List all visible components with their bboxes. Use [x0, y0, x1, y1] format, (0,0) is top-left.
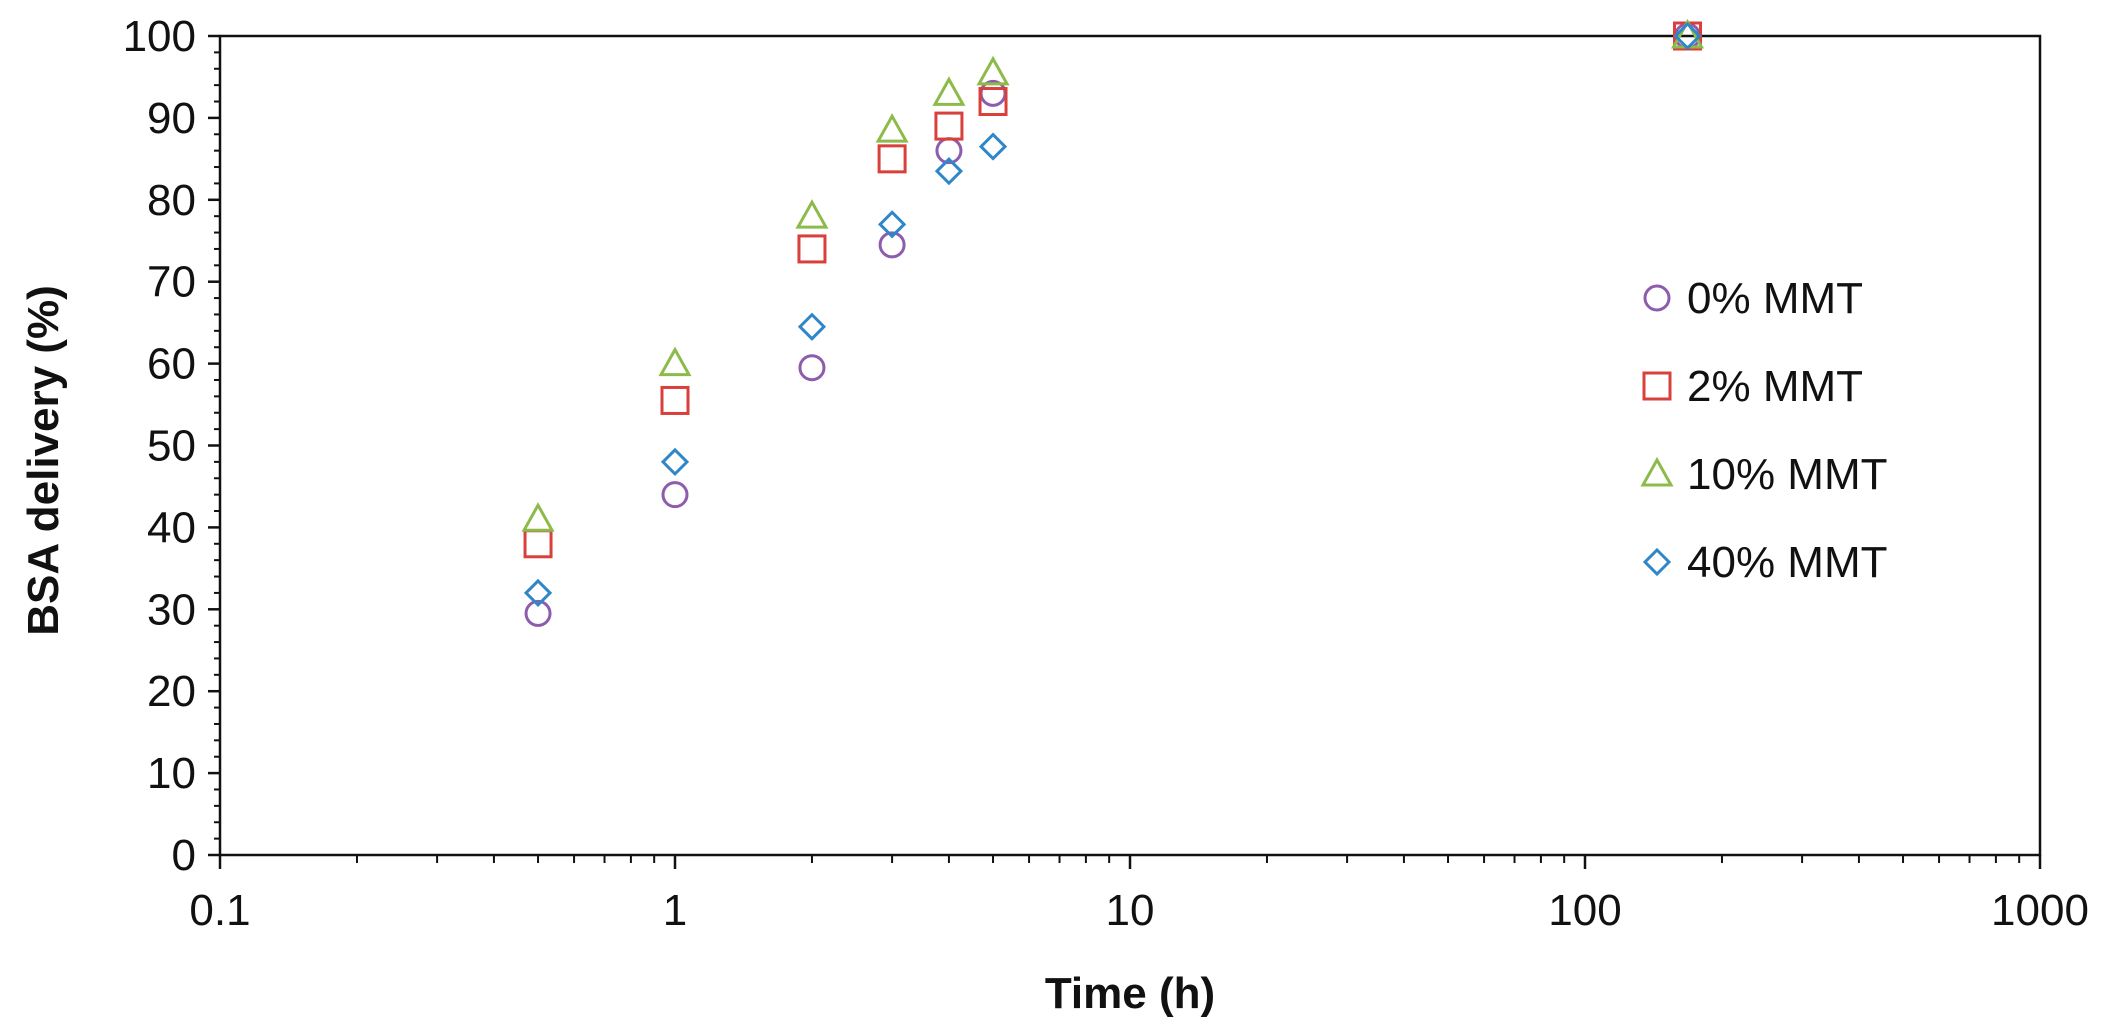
x-tick-label: 1000	[1991, 886, 2089, 935]
data-point-square	[523, 529, 553, 559]
y-tick-label: 40	[147, 503, 196, 552]
y-tick-label: 60	[147, 340, 196, 389]
data-point-square	[797, 234, 827, 264]
legend-label: 2% MMT	[1687, 362, 1863, 411]
plot-frame	[218, 34, 2042, 857]
points-layer	[521, 18, 1705, 627]
legend-marker-square	[1642, 371, 1672, 401]
x-tick-label: 0.1	[189, 886, 250, 935]
series-2-mmt	[523, 21, 1703, 559]
data-point-square	[660, 385, 690, 415]
legend-item: 40% MMT	[1642, 538, 1887, 587]
series-0-mmt	[524, 22, 1702, 627]
y-tick-label: 100	[123, 12, 196, 61]
ticks-layer: 0 10 20 30 40 50 60 70 80 90 100 0.1 1 10 100 1000	[123, 12, 2089, 935]
y-tick-label: 0	[172, 831, 196, 880]
legend-item: 10% MMT	[1640, 450, 1887, 499]
data-point-diamond	[1673, 21, 1702, 51]
legend-label: 40% MMT	[1687, 538, 1887, 587]
legend-marker-triangle	[1640, 456, 1674, 487]
y-tick-label: 30	[147, 585, 196, 634]
y-tick-label: 90	[147, 94, 196, 143]
series-10-mmt	[521, 18, 1705, 532]
legend-item: 0% MMT	[1643, 274, 1863, 323]
legend-label: 0% MMT	[1687, 274, 1863, 323]
data-point-diamond	[934, 157, 964, 186]
legend-label: 10% MMT	[1687, 450, 1887, 499]
data-point-circle	[661, 481, 689, 509]
y-tick-label: 20	[147, 667, 196, 716]
data-point-square	[978, 87, 1008, 117]
data-point-triangle	[521, 502, 555, 532]
y-axis-title: BSA delivery (%)	[19, 285, 68, 635]
data-point-triangle	[932, 76, 966, 106]
legend-marker-circle	[1643, 284, 1671, 312]
x-tick-label: 10	[1106, 886, 1155, 935]
x-tick-label: 100	[1548, 886, 1621, 935]
data-point-diamond	[797, 312, 827, 341]
legend-item: 2% MMT	[1642, 362, 1863, 411]
data-point-triangle	[875, 113, 909, 143]
data-point-diamond	[877, 210, 907, 239]
x-tick-label: 1	[663, 886, 687, 935]
y-tick-label: 80	[147, 176, 196, 225]
data-point-diamond	[978, 132, 1008, 161]
data-point-square	[877, 144, 907, 174]
data-point-diamond	[523, 578, 553, 608]
y-tick-label: 70	[147, 258, 196, 307]
data-point-circle	[798, 354, 826, 382]
legend-marker-diamond	[1642, 547, 1672, 577]
data-point-square	[934, 111, 964, 141]
data-point-circle	[524, 599, 552, 627]
y-tick-label: 10	[147, 749, 196, 798]
y-tick-label: 50	[147, 422, 196, 471]
data-point-triangle	[795, 199, 829, 229]
data-point-diamond	[660, 447, 690, 477]
axes-layer	[218, 34, 2042, 857]
data-point-circle	[878, 231, 906, 259]
legend: 0% MMT 2% MMT 10% MMT 40% MMT	[1640, 274, 1887, 587]
data-point-triangle	[976, 55, 1010, 86]
series-40-mmt	[523, 21, 1702, 608]
x-axis-title: Time (h)	[1045, 969, 1215, 1018]
data-point-triangle	[658, 346, 692, 377]
